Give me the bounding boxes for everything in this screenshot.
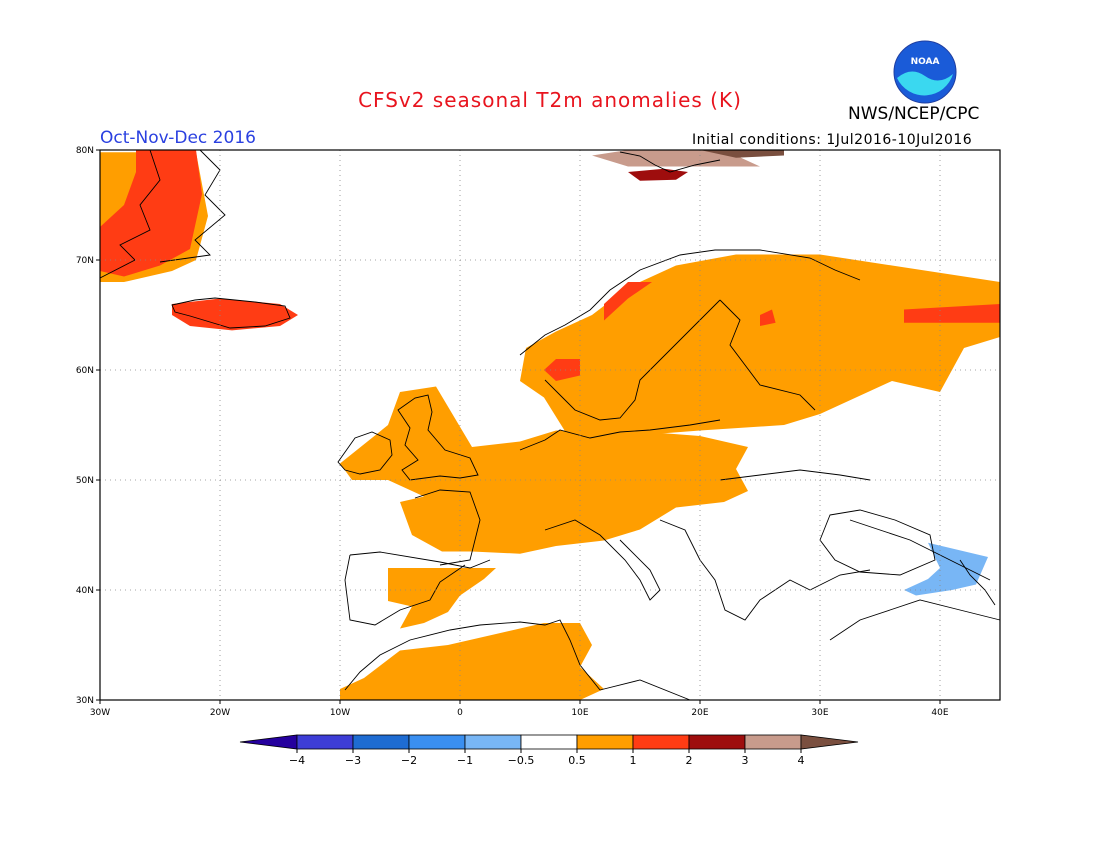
anomaly-region	[904, 542, 988, 596]
colorbar-label: −0.5	[508, 754, 535, 767]
anomaly-regions	[100, 150, 1000, 700]
colorbar-label: −3	[345, 754, 361, 767]
anomaly-region	[388, 568, 496, 629]
lat-tick-label: 60N	[76, 366, 94, 376]
anomaly-region	[520, 254, 1000, 436]
colorbar-label: 1	[630, 754, 637, 767]
colorbar-box	[464, 734, 522, 750]
lon-tick-label: 10E	[571, 708, 588, 718]
anomaly-region	[760, 309, 776, 326]
colorbar-label: −2	[401, 754, 417, 767]
anomaly-region	[340, 386, 748, 554]
colorbar-label: 3	[742, 754, 749, 767]
lon-tick-label: 30W	[90, 708, 110, 718]
colorbar-box	[632, 734, 690, 750]
anomaly-region	[172, 298, 298, 331]
anomaly-region	[340, 623, 604, 700]
anomaly-region	[904, 304, 1000, 323]
anomaly-region	[628, 168, 688, 181]
lat-tick-label: 30N	[76, 696, 94, 706]
gridlines	[100, 150, 1000, 700]
colorbar-box	[408, 734, 466, 750]
colorbar-box	[520, 734, 578, 750]
colorbar-arrow-high	[800, 734, 859, 750]
noaa-logo: NOAA	[893, 40, 957, 104]
map-title: CFSv2 seasonal T2m anomalies (K)	[358, 88, 742, 112]
colorbar-label: 2	[686, 754, 693, 767]
coastlines	[99, 149, 1001, 701]
lat-tick-label: 80N	[76, 146, 94, 156]
anomaly-region	[700, 150, 784, 158]
lat-tick-label: 40N	[76, 586, 94, 596]
colorbar-label: −4	[289, 754, 305, 767]
anomaly-region	[604, 282, 652, 321]
lat-tick-label: 50N	[76, 476, 94, 486]
lon-tick-label: 30E	[811, 708, 828, 718]
anomaly-region	[544, 359, 580, 381]
colorbar-legend: −4 −3 −2 −1 −0.5 0.5 1 2 3 4	[239, 734, 859, 767]
colorbar-label: 4	[798, 754, 805, 767]
lon-tick-label: 20W	[210, 708, 230, 718]
lon-tick-label: 10W	[330, 708, 350, 718]
colorbar-box	[352, 734, 410, 750]
colorbar-box	[688, 734, 746, 750]
lon-tick-label: 40E	[931, 708, 948, 718]
anomaly-region	[100, 150, 202, 277]
colorbar-label: 0.5	[568, 754, 586, 767]
organization-label: NWS/NCEP/CPC	[848, 104, 980, 124]
season-label: Oct-Nov-Dec 2016	[100, 128, 256, 148]
lat-tick-label: 70N	[76, 256, 94, 266]
map-frame	[99, 149, 1001, 701]
colorbar-box	[576, 734, 634, 750]
initial-conditions-label: Initial conditions: 1Jul2016-10Jul2016	[692, 132, 973, 148]
axis-labels: 30W 20W 10W 0 10E 20E 30E 40E 30N 40N 50N 60N 70N 80N	[76, 146, 949, 718]
logo-text: NOAA	[911, 57, 940, 67]
lon-tick-label: 20E	[691, 708, 708, 718]
colorbar-arrow-low	[239, 734, 298, 750]
lon-tick-label: 0	[457, 708, 463, 718]
colorbar-box	[296, 734, 354, 750]
colorbar-box	[744, 734, 802, 750]
colorbar-label: −1	[457, 754, 473, 767]
anomaly-region	[592, 150, 760, 167]
